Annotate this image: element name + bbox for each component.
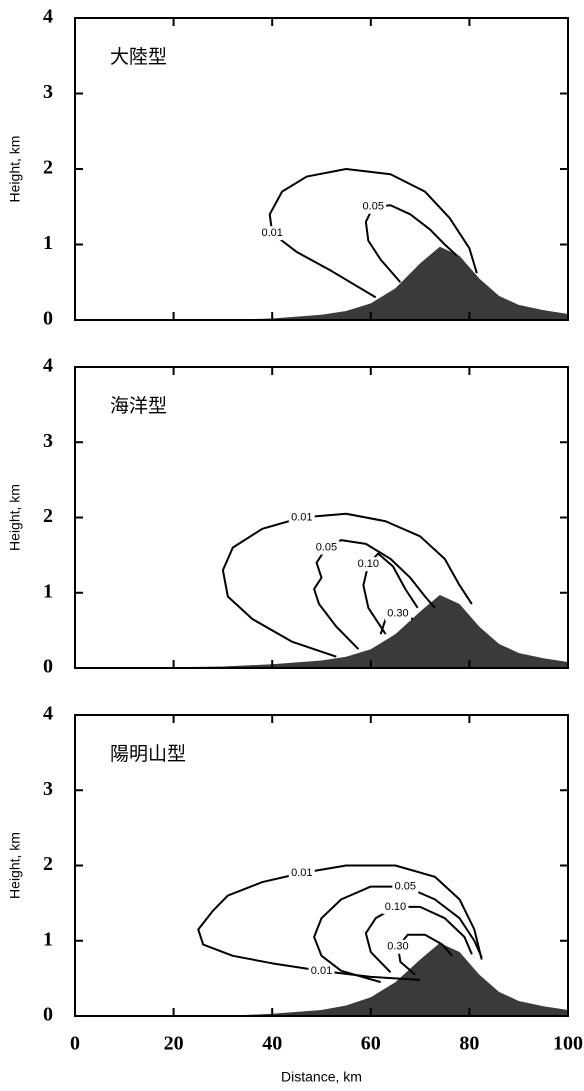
y-tick-label: 1 [43, 580, 53, 602]
contour-label: 0.05 [316, 542, 337, 554]
contour-label: 0.01 [291, 511, 312, 523]
contour-label-bg [308, 963, 335, 978]
contour-label-bg [392, 879, 419, 894]
y-tick-label: 1 [43, 928, 53, 950]
contour-label: 0.01 [291, 867, 312, 879]
y-axis-label: Height, km [7, 484, 23, 551]
y-tick-label: 4 [43, 703, 53, 725]
x-tick-label: 40 [262, 1033, 282, 1055]
contour-label-bg [355, 557, 382, 572]
contour-label-bg [384, 939, 411, 954]
contour-label-bg [288, 866, 315, 881]
contour-label: 0.10 [358, 558, 379, 570]
terrain [222, 246, 568, 320]
contour-label-bg [360, 199, 387, 214]
y-axis-label: Height, km [7, 136, 23, 203]
y-tick-label: 4 [43, 355, 53, 377]
y-tick-label: 1 [43, 232, 53, 254]
panel-title: 大陸型 [110, 46, 167, 68]
x-tick-label: 0 [70, 1033, 80, 1055]
y-axis-label: Height, km [7, 832, 23, 899]
contour-label: 0.10 [385, 901, 406, 913]
y-tick-label: 0 [43, 656, 53, 678]
contour-label-bg [313, 540, 340, 555]
contour-line [313, 885, 483, 984]
contour-label: 0.01 [261, 227, 282, 239]
contour-label-bg [288, 510, 315, 525]
contour-label-bg [384, 606, 411, 621]
contour-line [221, 512, 473, 658]
y-tick-label: 4 [43, 6, 53, 28]
x-tick-label: 80 [459, 1033, 479, 1055]
contour-label: 0.01 [311, 965, 332, 977]
contour-label: 0.30 [387, 941, 408, 953]
x-tick-label: 100 [553, 1033, 583, 1055]
x-tick-label: 20 [164, 1033, 184, 1055]
contour-line [197, 864, 483, 981]
x-axis-label: Distance, km [281, 1069, 362, 1085]
y-tick-label: 0 [43, 308, 53, 330]
x-tick-label: 60 [361, 1033, 381, 1055]
contour-line [396, 933, 453, 976]
contour-label-bg [382, 899, 409, 914]
terrain [124, 595, 569, 668]
y-tick-label: 3 [43, 81, 53, 103]
contour-label: 0.05 [395, 880, 416, 892]
contour-label-bg [259, 226, 286, 241]
panel-title: 陽明山型 [110, 743, 186, 765]
y-tick-label: 3 [43, 778, 53, 800]
y-tick-label: 2 [43, 853, 53, 875]
contour-label: 0.30 [387, 608, 408, 620]
contour-line [268, 168, 478, 299]
y-tick-label: 2 [43, 157, 53, 179]
contour-label: 0.05 [363, 201, 384, 213]
terrain [222, 943, 568, 1016]
y-tick-label: 0 [43, 1004, 53, 1026]
y-tick-label: 3 [43, 430, 53, 452]
panel-title: 海洋型 [110, 395, 167, 417]
y-tick-label: 2 [43, 505, 53, 527]
